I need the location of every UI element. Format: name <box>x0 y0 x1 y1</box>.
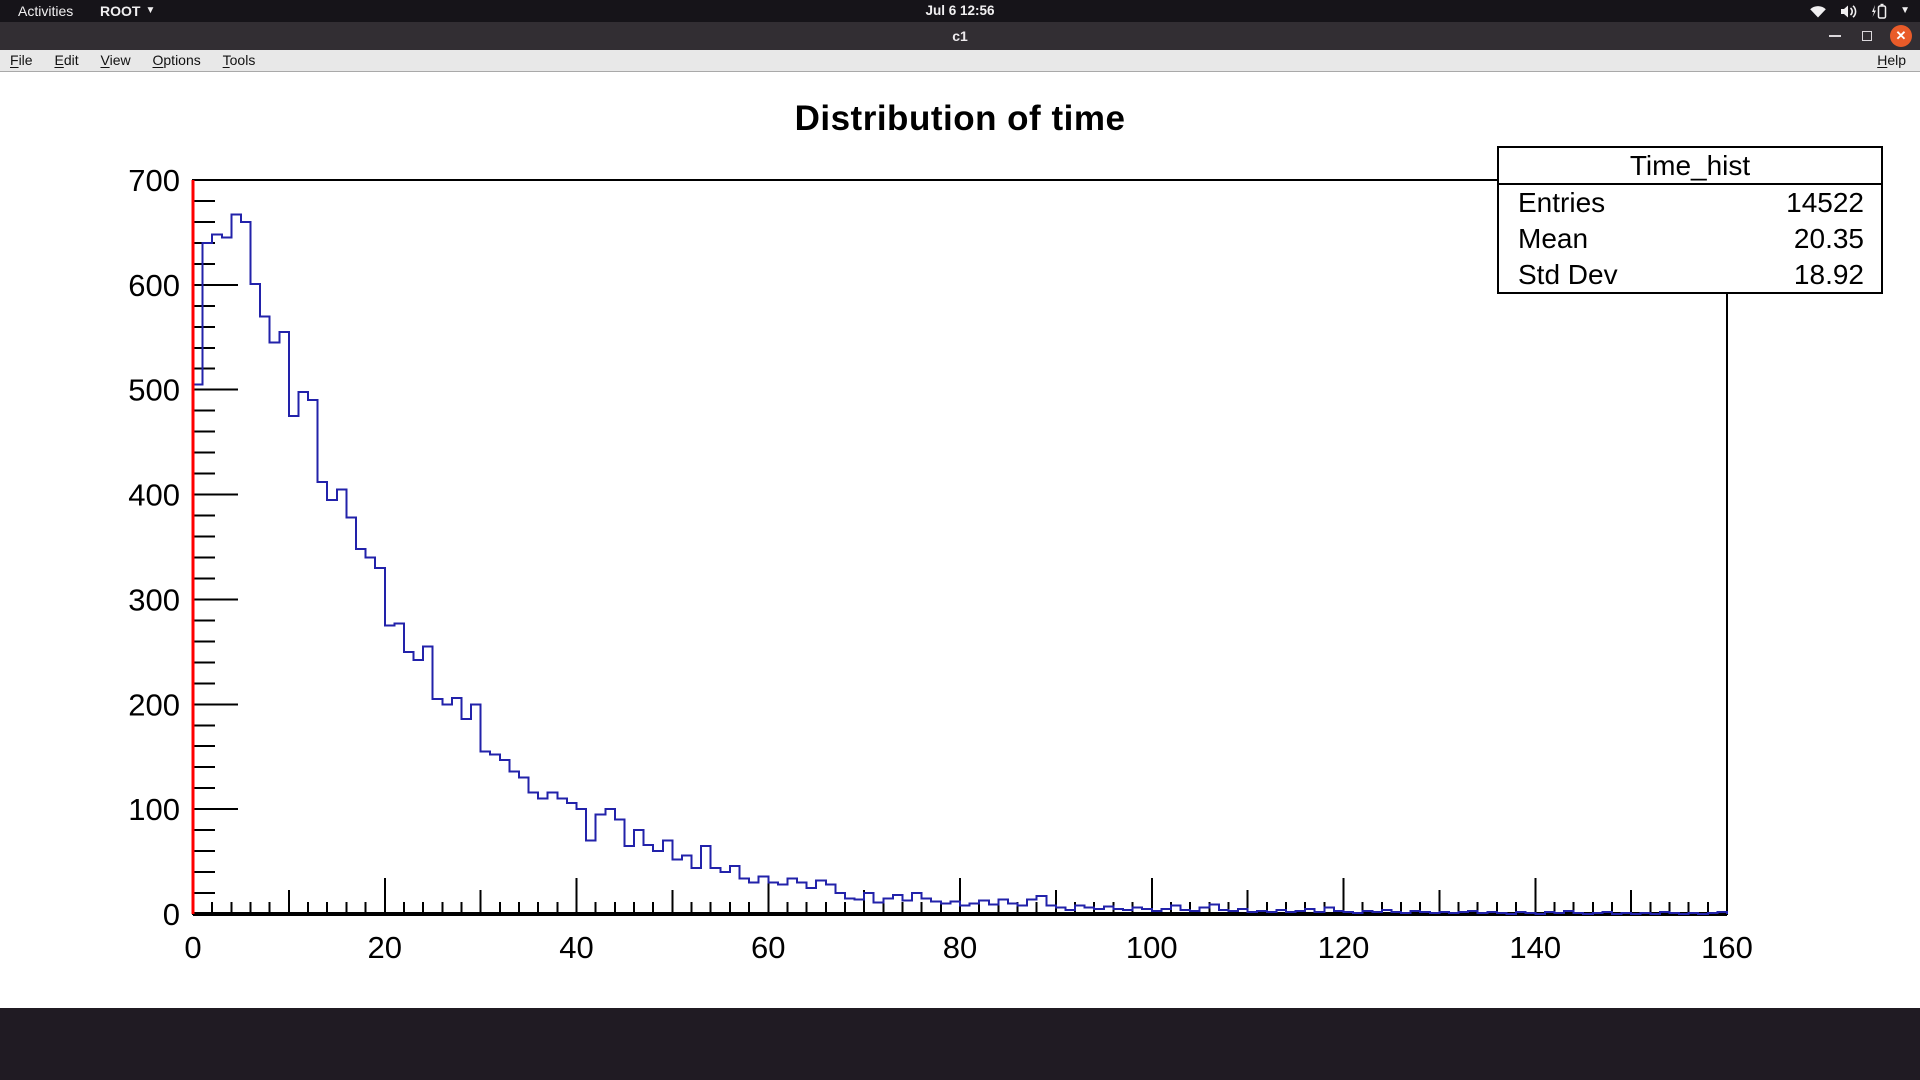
svg-text:600: 600 <box>128 268 180 303</box>
stats-title: Time_hist <box>1499 148 1881 185</box>
minimize-icon <box>1829 35 1841 37</box>
stats-row-stddev: Std Dev 18.92 <box>1499 257 1881 293</box>
svg-text:200: 200 <box>128 687 180 722</box>
x-axis-labels: 0 20 40 60 80 100 120 140 160 <box>184 930 1752 965</box>
stats-value: 18.92 <box>1793 259 1864 290</box>
menu-tools[interactable]: Tools <box>222 52 256 68</box>
clock[interactable]: Jul 6 12:56 <box>925 3 995 18</box>
menu-options[interactable]: Options <box>152 52 201 68</box>
close-button[interactable]: ✕ <box>1886 22 1916 50</box>
svg-text:0: 0 <box>163 897 180 932</box>
volume-icon <box>1840 4 1858 19</box>
battery-icon <box>1871 3 1887 20</box>
chevron-down-icon: ▼ <box>145 5 156 16</box>
svg-text:80: 80 <box>943 930 977 965</box>
restore-button[interactable] <box>1852 22 1882 50</box>
y-axis-labels: 0 100 200 300 400 500 600 700 <box>128 163 180 932</box>
svg-text:140: 140 <box>1509 930 1561 965</box>
menu-view[interactable]: View <box>100 52 131 68</box>
stats-value: 20.35 <box>1793 223 1864 254</box>
menu-help[interactable]: Help <box>1877 52 1906 68</box>
stats-value: 14522 <box>1786 187 1864 218</box>
window-title: c1 <box>952 28 968 44</box>
svg-text:100: 100 <box>128 792 180 827</box>
svg-text:300: 300 <box>128 582 180 617</box>
activities-button[interactable]: Activities <box>18 3 74 19</box>
app-menu-button[interactable]: ROOT ▼ <box>100 0 155 22</box>
dock: >_ √ √ ✎ <box>0 1008 1920 1080</box>
root-canvas[interactable]: Distribution of time 0 20 40 60 80 100 120 140 1… <box>0 72 1920 1008</box>
histogram-line <box>193 213 1728 915</box>
minimize-button[interactable] <box>1820 22 1850 50</box>
wifi-icon <box>1809 4 1827 19</box>
x-axis-ticks <box>192 878 1728 914</box>
stats-label: Entries <box>1518 187 1606 218</box>
chart-title: Distribution of time <box>794 99 1126 138</box>
app-menu-label: ROOT <box>100 3 141 19</box>
svg-text:120: 120 <box>1318 930 1370 965</box>
menu-file[interactable]: File <box>10 52 33 68</box>
system-tray[interactable]: ▼ <box>1809 0 1910 22</box>
y-axis-ticks <box>193 179 238 915</box>
svg-text:40: 40 <box>559 930 593 965</box>
window-title-bar[interactable]: c1 ✕ <box>0 22 1920 50</box>
tray-chevron-down-icon: ▼ <box>1900 5 1910 16</box>
histogram-plot: 0 20 40 60 80 100 120 140 160 0 100 200 300 400 500 600… <box>128 163 1753 965</box>
menu-bar: File Edit View Options Tools Help <box>0 50 1920 72</box>
svg-text:160: 160 <box>1701 930 1753 965</box>
stats-label: Std Dev <box>1518 259 1618 290</box>
gnome-top-bar: Activities ROOT ▼ Jul 6 12:56 <box>0 0 1920 22</box>
stats-label: Mean <box>1518 223 1589 254</box>
stats-row-entries: Entries 14522 <box>1499 185 1881 221</box>
menu-edit[interactable]: Edit <box>54 52 79 68</box>
svg-text:400: 400 <box>128 478 180 513</box>
stats-box[interactable]: Time_hist Entries 14522 Mean 20.35 Std D… <box>1497 146 1883 294</box>
svg-text:500: 500 <box>128 373 180 408</box>
close-icon: ✕ <box>1890 25 1912 47</box>
svg-text:0: 0 <box>184 930 201 965</box>
svg-text:60: 60 <box>751 930 785 965</box>
svg-text:700: 700 <box>128 163 180 198</box>
svg-text:100: 100 <box>1126 930 1178 965</box>
restore-icon <box>1862 31 1872 41</box>
stats-row-mean: Mean 20.35 <box>1499 221 1881 257</box>
svg-text:20: 20 <box>368 930 402 965</box>
